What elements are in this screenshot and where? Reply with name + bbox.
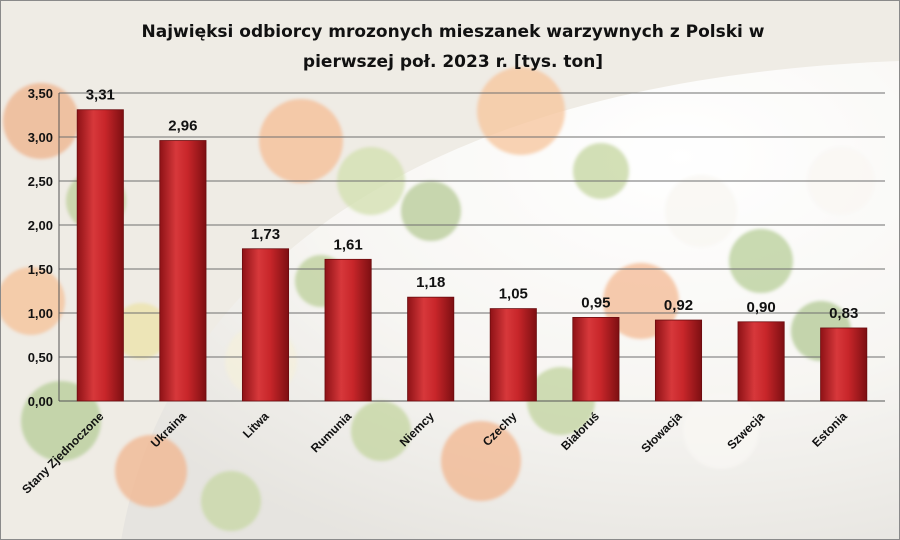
bar — [737, 321, 785, 402]
data-label: 3,31 — [86, 87, 115, 104]
bar — [407, 296, 455, 402]
chart-title: Najwięksi odbiorcy mrozonych mieszanek w… — [142, 22, 765, 72]
y-tick-label: 3,50 — [28, 86, 53, 101]
chart-title-line-2: pierwszej poł. 2023 r. [tys. ton] — [303, 52, 603, 72]
bar — [489, 308, 537, 402]
data-label: 0,83 — [829, 305, 858, 322]
bar — [654, 319, 703, 402]
y-tick-label: 2,50 — [28, 174, 53, 189]
data-label: 2,96 — [168, 118, 197, 135]
data-label: 1,73 — [251, 226, 280, 243]
bars — [76, 109, 868, 402]
y-tick-label: 3,00 — [28, 130, 53, 145]
bar — [241, 248, 290, 402]
data-labels: 3,31 2,96 1,73 1,61 1,18 1,05 0,95 0,92 0,90 0,83 — [86, 87, 859, 322]
y-tick-label: 2,00 — [28, 218, 53, 233]
data-label: 0,90 — [746, 299, 775, 316]
bar — [76, 109, 124, 402]
y-tick-label: 0,00 — [28, 394, 53, 409]
data-label: 1,61 — [333, 236, 362, 253]
data-label: 0,95 — [581, 294, 610, 311]
y-tick-label: 1,00 — [28, 306, 53, 321]
bar — [572, 316, 620, 402]
data-label: 0,92 — [664, 297, 693, 314]
data-label: 1,05 — [499, 286, 528, 303]
data-label: 1,18 — [416, 274, 445, 291]
y-tick-label: 1,50 — [28, 262, 53, 277]
y-tick-label: 0,50 — [28, 350, 53, 365]
chart-title-line-1: Najwięksi odbiorcy mrozonych mieszanek w… — [142, 22, 765, 42]
bar — [324, 258, 372, 402]
y-axis-ticks: 0,00 0,50 1,00 1,50 2,00 2,50 3,00 3,50 — [28, 86, 53, 409]
bar — [159, 140, 207, 402]
bar — [820, 327, 868, 402]
